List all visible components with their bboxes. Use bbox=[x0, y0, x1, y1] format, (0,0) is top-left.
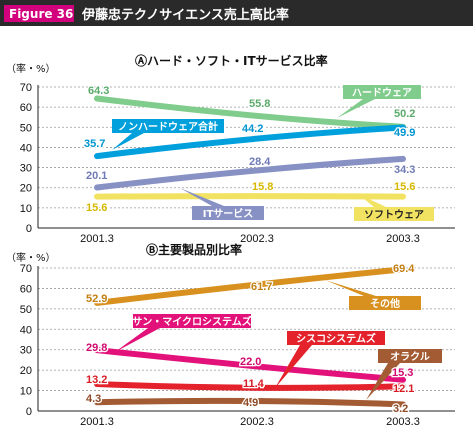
legend-label: その他 bbox=[370, 297, 400, 310]
y-tick-label: 60 bbox=[20, 102, 32, 114]
y-tick-label: 10 bbox=[20, 386, 32, 398]
legend-label: ハードウェア bbox=[352, 87, 412, 99]
chart-title: Ⓑ主要製品別比率 bbox=[146, 242, 242, 257]
legend-label: サン・マイクロシステムズ bbox=[132, 315, 252, 328]
y-tick-label: 30 bbox=[20, 163, 32, 175]
unit-label: （率・%） bbox=[6, 62, 56, 75]
data-label: 28.4 bbox=[249, 156, 271, 168]
y-tick-label: 20 bbox=[20, 365, 32, 377]
data-label: 4.9 bbox=[243, 397, 258, 409]
y-tick-label: 60 bbox=[20, 283, 32, 295]
legend-tag bbox=[354, 207, 434, 221]
data-label: 64.3 bbox=[88, 85, 109, 97]
data-label: 12.1 bbox=[393, 383, 414, 395]
data-label: 49.9 bbox=[394, 127, 415, 139]
x-tick-label: 2003.3 bbox=[386, 416, 420, 428]
chart-panel-2: Ⓑ主要製品別比率 （率・%） 0 10 20 30 40 50 60 70 2001.3 2002.3… bbox=[6, 242, 455, 428]
chart-panel-1: Ⓐハード・ソフト・ITサービス比率 （率・%） 0 10 20 30 40 50 60 70 200… bbox=[6, 53, 455, 245]
data-label: 50.2 bbox=[394, 108, 415, 120]
legend-label: ソフトウェア bbox=[364, 209, 424, 221]
series-line-2 bbox=[94, 347, 406, 383]
data-label: 35.7 bbox=[84, 138, 105, 150]
data-label: 52.9 bbox=[86, 293, 107, 305]
legend-pointer bbox=[112, 133, 144, 150]
legend-tag bbox=[192, 206, 264, 220]
data-label: 20.1 bbox=[86, 170, 107, 182]
legend-tag bbox=[112, 119, 224, 133]
legend-label: ITサービス bbox=[203, 207, 254, 220]
y-tick-label: 50 bbox=[20, 304, 32, 316]
x-tick-label: 2002.3 bbox=[240, 233, 274, 245]
legend-tag bbox=[133, 314, 251, 328]
y-tick-label: 10 bbox=[20, 203, 32, 215]
data-label: 11.4 bbox=[243, 378, 265, 390]
y-tick-label: 30 bbox=[20, 345, 32, 357]
data-label: 4.3 bbox=[86, 393, 101, 405]
data-label: 15.8 bbox=[252, 181, 273, 193]
data-label: 29.8 bbox=[86, 342, 107, 354]
figure-badge bbox=[4, 5, 74, 22]
legend-pointer bbox=[180, 188, 224, 206]
legend-pointer bbox=[115, 328, 160, 352]
data-label: 15.6 bbox=[86, 202, 107, 214]
unit-label: （率・%） bbox=[6, 251, 56, 264]
series-line-2 bbox=[94, 124, 406, 160]
x-tick-label: 2002.3 bbox=[240, 416, 274, 428]
chart-title: Ⓐハード・ソフト・ITサービス比率 bbox=[135, 53, 328, 68]
legend-pointer bbox=[366, 363, 400, 400]
x-tick-label: 2001.3 bbox=[80, 416, 114, 428]
data-label: 3.2 bbox=[393, 403, 408, 415]
y-tick-label: 20 bbox=[20, 183, 32, 195]
data-label: 55.8 bbox=[249, 98, 270, 110]
legend-tag bbox=[343, 85, 421, 99]
legend-pointer bbox=[337, 99, 375, 118]
legend-label: シスコシステムズ bbox=[296, 332, 376, 345]
data-label: 22.0 bbox=[240, 356, 261, 368]
series-line-3 bbox=[94, 155, 406, 191]
data-label: 13.2 bbox=[86, 374, 107, 386]
data-label: 69.4 bbox=[393, 263, 415, 275]
x-tick-label: 2001.3 bbox=[80, 233, 114, 245]
data-label: 15.6 bbox=[394, 181, 415, 193]
data-label: 61.7 bbox=[251, 281, 272, 293]
y-tick-label: 50 bbox=[20, 122, 32, 134]
y-tick-label: 0 bbox=[26, 223, 32, 235]
legend-pointer bbox=[358, 194, 386, 207]
legend-pointer bbox=[325, 280, 376, 296]
y-tick-label: 40 bbox=[20, 142, 32, 154]
series-line-4 bbox=[94, 397, 406, 408]
figure-title: 伊藤忠テクノサイエンス売上高比率 bbox=[81, 7, 289, 23]
figure-label: Figure 36 bbox=[9, 7, 73, 21]
y-tick-label: 40 bbox=[20, 324, 32, 336]
series-line-1 bbox=[94, 266, 406, 306]
series-line-1 bbox=[94, 95, 406, 130]
data-label: 34.3 bbox=[394, 164, 415, 176]
data-label: 44.2 bbox=[242, 123, 263, 135]
data-label: 15.3 bbox=[392, 367, 413, 379]
legend-pointer bbox=[275, 345, 312, 388]
series-line-3 bbox=[94, 381, 406, 391]
legend-tag bbox=[378, 349, 442, 363]
y-tick-label: 70 bbox=[20, 263, 32, 275]
legend-label: オラクル bbox=[390, 351, 430, 363]
legend-tag bbox=[349, 296, 421, 310]
y-tick-label: 0 bbox=[26, 406, 32, 418]
y-tick-label: 70 bbox=[20, 82, 32, 94]
x-tick-label: 2003.3 bbox=[386, 233, 420, 245]
header-bar bbox=[0, 0, 473, 26]
legend-label: ノンハードウェア合計 bbox=[118, 120, 218, 133]
legend-tag bbox=[287, 331, 385, 345]
